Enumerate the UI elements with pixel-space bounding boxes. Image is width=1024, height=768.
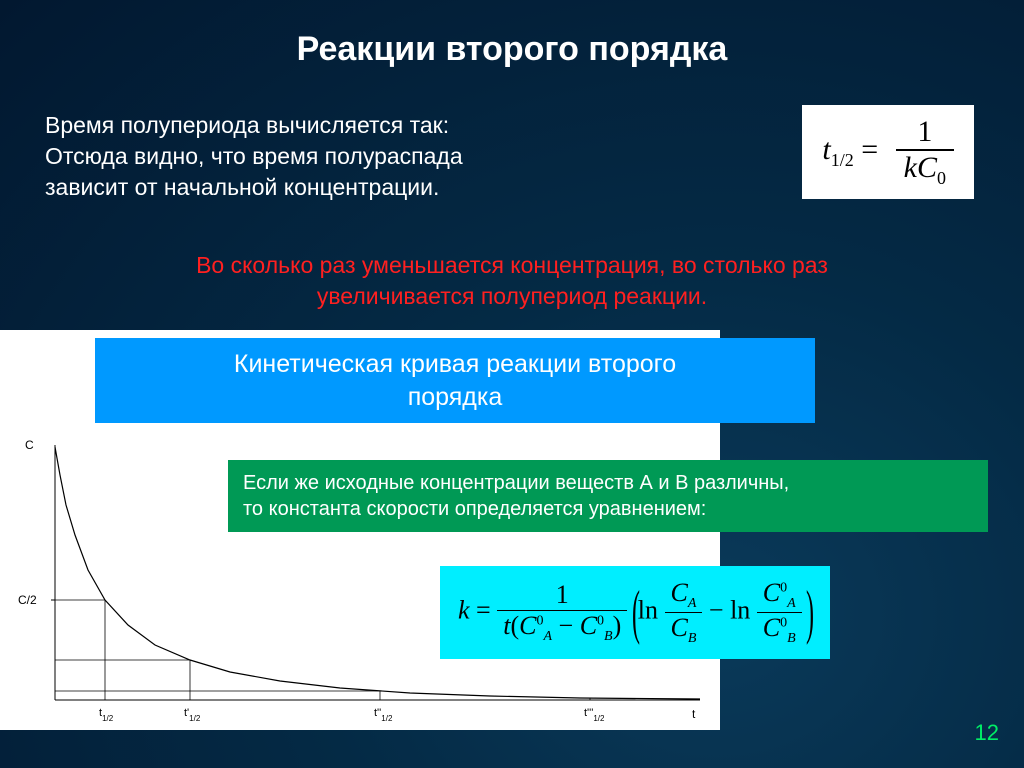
blue-l1: Кинетическая кривая реакции второго	[234, 350, 676, 378]
rate-constant-formula: k = 1 t(C0A − C0B) (ln CA CB − ln C0A C0…	[440, 566, 830, 659]
f1-k: k	[904, 151, 917, 184]
svg-text:C/2: C/2	[18, 593, 37, 607]
f1-C: C	[917, 151, 937, 184]
red-l2: увеличивается полупериод реакции.	[317, 283, 707, 309]
slide-title: Реакции второго порядка	[0, 0, 1024, 69]
svg-text:t'1/2: t'1/2	[184, 707, 201, 723]
f1-frac: 1 kC0	[896, 115, 954, 189]
f1-C0: 0	[937, 168, 946, 188]
blue-l2: порядка	[408, 383, 503, 411]
blue-caption: Кинетическая кривая реакции второго поря…	[95, 338, 815, 423]
red-emphasis: Во сколько раз уменьшается концентрация,…	[0, 250, 1024, 312]
svg-text:t'''1/2: t'''1/2	[584, 707, 605, 723]
para1-l1: Время полупериода вычисляется так:	[45, 112, 449, 138]
f1-sub: 1/2	[831, 150, 854, 170]
red-l1: Во сколько раз уменьшается концентрация,…	[196, 252, 828, 278]
svg-text:t''1/2: t''1/2	[374, 707, 393, 723]
f1-den: kC0	[896, 151, 954, 189]
svg-text:C: C	[25, 438, 34, 452]
green-caption: Если же исходные концентрации веществ А …	[228, 460, 988, 532]
f1-t: t	[822, 133, 830, 166]
intro-paragraph: Время полупериода вычисляется так: Отсюд…	[45, 110, 645, 203]
green-l1: Если же исходные концентрации веществ А …	[243, 472, 789, 494]
para1-l3: зависит от начальной концентрации.	[45, 174, 439, 200]
f1-num: 1	[896, 115, 954, 151]
para1-l2: Отсюда видно, что время полураспада	[45, 143, 463, 169]
svg-text:t1/2: t1/2	[99, 707, 114, 723]
half-life-formula: t1/2 = 1 kC0	[802, 105, 974, 199]
green-l2: то константа скорости определяется уравн…	[243, 498, 706, 520]
f1-eq: =	[861, 133, 885, 166]
page-number: 12	[975, 720, 999, 746]
svg-text:t: t	[692, 707, 696, 721]
